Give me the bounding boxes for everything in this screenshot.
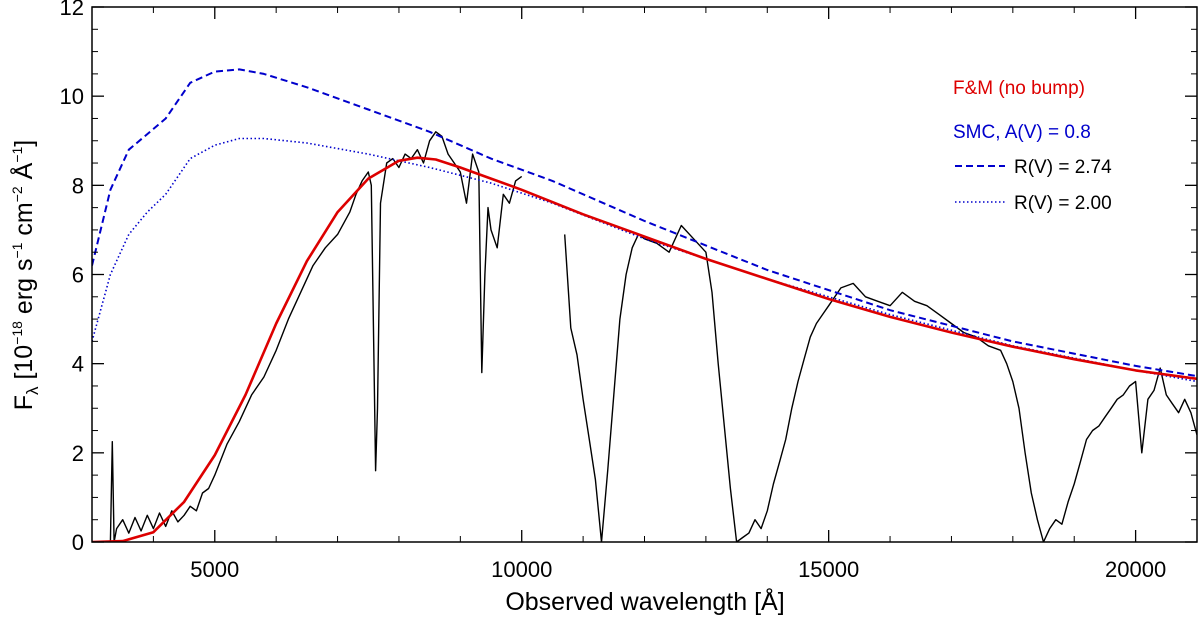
y-title-exp3: −2 xyxy=(9,186,25,202)
y-tick-label: 6 xyxy=(72,263,84,288)
y-title-open: [10 xyxy=(10,345,38,387)
series-observed-spectrum-segment-2 xyxy=(564,224,1197,542)
legend-title-smc: SMC, A(V) = 0.8 xyxy=(953,122,1091,143)
legend-title-fm: F&M (no bump) xyxy=(953,78,1085,99)
legend-label-rv274: R(V) = 2.74 xyxy=(1014,157,1112,178)
y-title-cm: cm xyxy=(10,202,38,242)
y-title-sub: λ xyxy=(23,386,42,395)
series-observed-spectrum-segment-1 xyxy=(92,131,523,542)
y-title-close: ] xyxy=(10,140,38,147)
y-tick-label: 8 xyxy=(72,173,84,198)
y-axis-title: Fλ [10−18 erg s−1 cm−2 Å−1] xyxy=(8,140,42,411)
x-tick-label: 15000 xyxy=(798,557,859,582)
x-tick-label: 10000 xyxy=(491,557,552,582)
series-layer xyxy=(92,68,1197,542)
y-title-exp4: −1 xyxy=(9,146,25,162)
y-tick-label: 2 xyxy=(72,441,84,466)
y-tick-label: 4 xyxy=(72,352,84,377)
x-axis-title: Observed wavelength [Å] xyxy=(505,586,784,616)
y-title-exp2: −1 xyxy=(9,242,25,258)
y-tick-label: 12 xyxy=(60,0,84,20)
x-tick-label: 5000 xyxy=(190,557,239,582)
tick-layer: 5000 10000 15000 20000 0 2 4 6 8 10 12 xyxy=(60,0,1198,582)
y-title-prefix: F xyxy=(10,395,38,410)
y-title-erg: erg s xyxy=(10,259,38,322)
y-tick-label: 10 xyxy=(60,84,84,109)
legend-label-rv200: R(V) = 2.00 xyxy=(1014,193,1112,214)
series-smc-r-v-2-74 xyxy=(92,68,1197,378)
series-smc-r-v-2-00 xyxy=(92,137,1197,383)
y-title-ang: Å xyxy=(8,162,38,186)
series-f-m-no-bump xyxy=(92,156,1197,542)
y-tick-label: 0 xyxy=(72,530,84,555)
legend: F&M (no bump) SMC, A(V) = 0.8 R(V) = 2.7… xyxy=(953,78,1112,214)
y-title-exp1: −18 xyxy=(9,321,25,345)
x-tick-label: 20000 xyxy=(1105,557,1166,582)
